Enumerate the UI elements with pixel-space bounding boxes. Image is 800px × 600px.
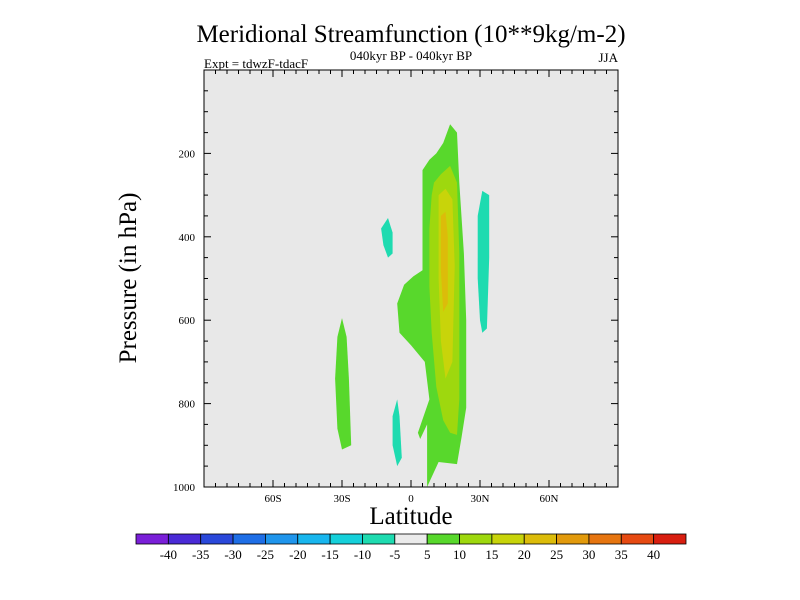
colorbar-label: 40 (647, 547, 660, 562)
y-tick-label: 400 (179, 232, 196, 244)
colorbar-label: 10 (453, 547, 466, 562)
y-axis-ticks: 200 400 600 800 1000 (173, 69, 618, 494)
contour-positive-20-to-25 (440, 211, 448, 312)
y-tick-label: 800 (179, 399, 196, 411)
colorbar-swatch (426, 533, 460, 545)
contour-regions (335, 124, 490, 487)
colorbar-swatch (459, 533, 493, 545)
y-tick-label: 200 (179, 148, 196, 160)
colorbar-swatch (200, 533, 234, 545)
colorbar-label: -25 (257, 547, 274, 562)
colorbar-label: 15 (485, 547, 498, 562)
contour-negative-10-to-5-upper (381, 218, 393, 258)
contour-negative-10-to-5-lower (392, 399, 402, 467)
colorbar-swatch (491, 533, 525, 545)
colorbar-label: -35 (192, 547, 209, 562)
colorbar-swatch (167, 533, 202, 545)
contour-positive-5-to-10-south (335, 318, 352, 450)
x-tick-label: 0 (408, 493, 414, 505)
colorbar-label: -30 (224, 547, 241, 562)
y-tick-label: 600 (179, 315, 196, 327)
colorbar-swatch (620, 533, 655, 545)
x-tick-label: 60S (264, 493, 281, 505)
colorbar-swatch (588, 533, 622, 545)
colorbar-swatch (297, 533, 331, 545)
colorbar-swatch (394, 533, 428, 545)
colorbar-label: 30 (582, 547, 595, 562)
colorbar-swatch (653, 533, 687, 545)
colorbar-swatch (523, 533, 557, 545)
colorbar-label: 20 (518, 547, 531, 562)
x-tick-label: 30S (333, 493, 350, 505)
colorbar-label: 5 (424, 547, 431, 562)
colorbar-label: -15 (321, 547, 338, 562)
colorbar-swatch (135, 533, 169, 545)
colorbar-label: 35 (615, 547, 628, 562)
colorbar-swatch (329, 533, 363, 545)
colorbar: -40 -35 -30 -25 -20 -15 -10 -5 5 10 15 20 25 30 35 40 (135, 533, 687, 562)
x-axis-title: Latitude (369, 503, 452, 530)
chart-title: Meridional Streamfunction (10**9kg/m-2) (196, 21, 625, 48)
colorbar-label: -20 (289, 547, 306, 562)
chart-subtitle-left: Expt = tdwzF-tdacF (204, 56, 308, 71)
chart-subtitle-center: 040kyr BP - 040kyr BP (350, 48, 472, 63)
x-axis-ticks: 60S 30S 0 30N 60N (203, 70, 619, 505)
colorbar-swatch (556, 533, 590, 545)
y-axis-title: Pressure (in hPa) (115, 193, 142, 364)
colorbar-swatch (265, 533, 299, 545)
contour-negative-10-to-5-north (477, 190, 490, 333)
colorbar-label: 25 (550, 547, 563, 562)
colorbar-label: -40 (160, 547, 177, 562)
colorbar-label: -5 (389, 547, 400, 562)
x-tick-label: 30N (471, 493, 490, 505)
colorbar-swatch (232, 533, 266, 545)
colorbar-label: -10 (354, 547, 371, 562)
chart-subtitle-right: JJA (598, 50, 618, 65)
colorbar-swatch (362, 533, 396, 545)
x-tick-label: 60N (540, 493, 559, 505)
y-tick-label: 1000 (173, 482, 196, 494)
